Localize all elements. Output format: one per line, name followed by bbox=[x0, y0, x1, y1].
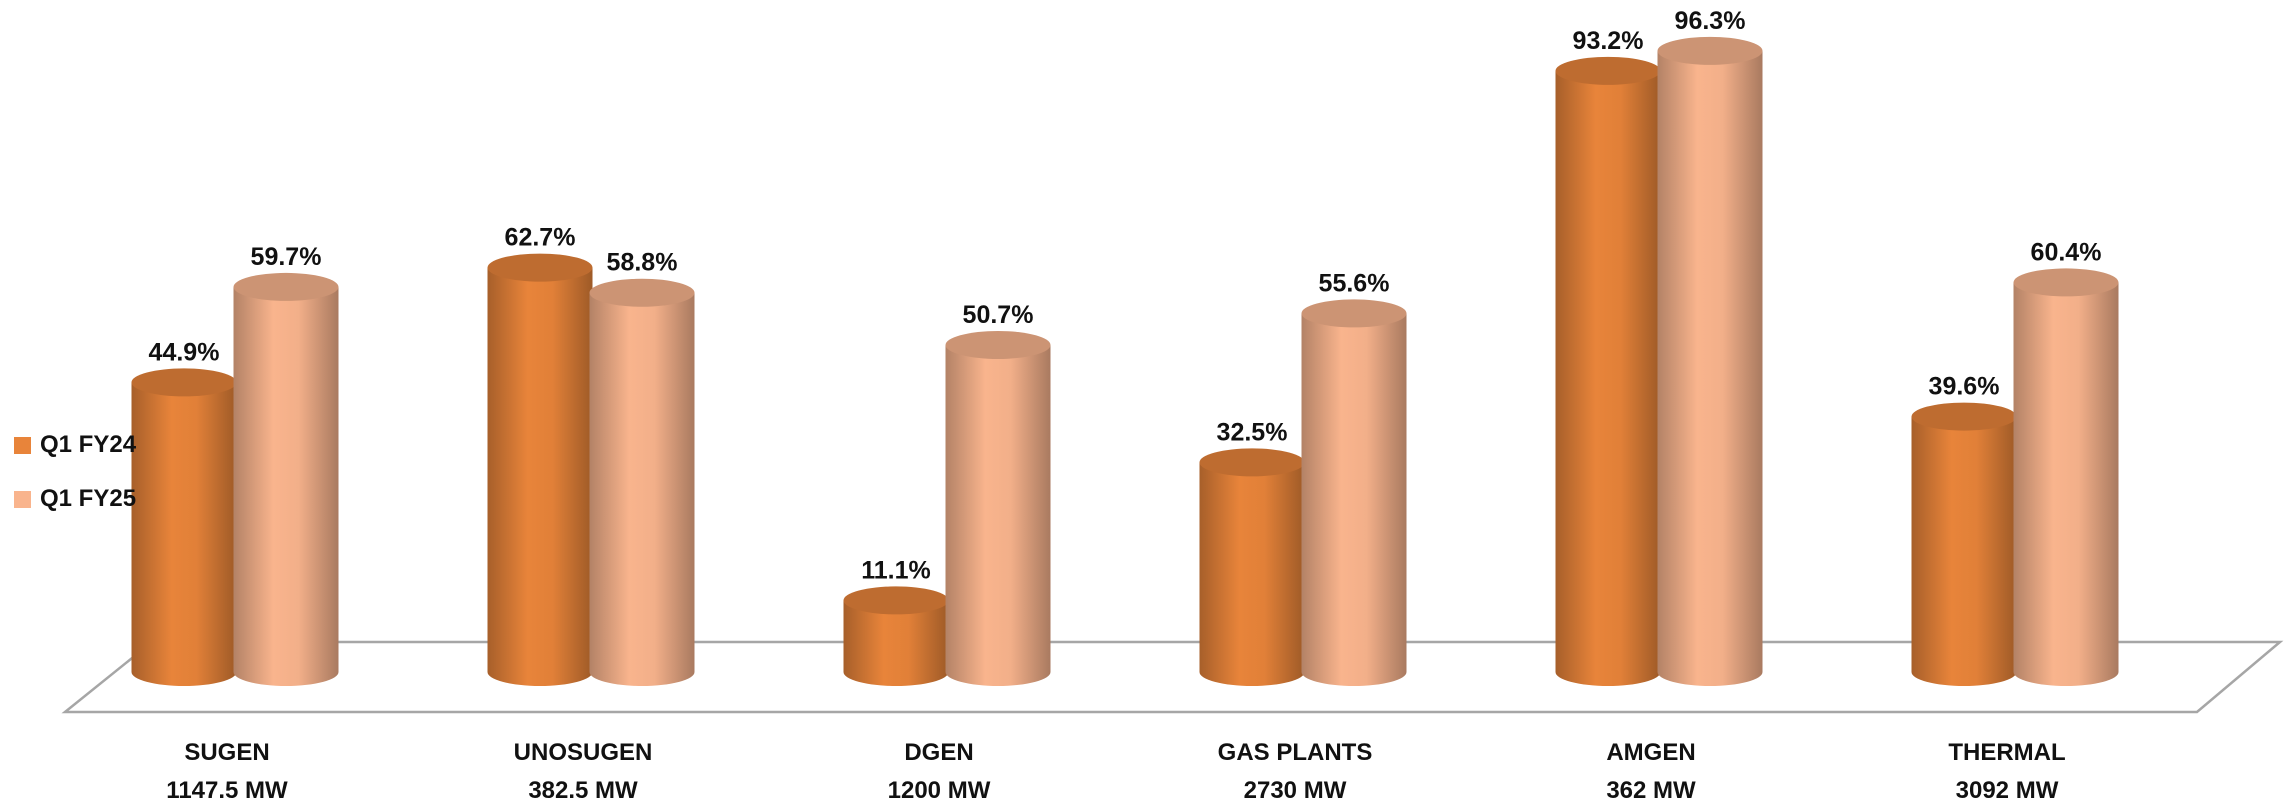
bar-q1-fy25-gas-plants bbox=[1301, 299, 1407, 687]
data-label-q1-fy24-sugen: 44.9% bbox=[149, 338, 220, 366]
data-label-q1-fy25-dgen: 50.7% bbox=[963, 301, 1034, 329]
category-capacity-gas-plants: 2730 MW bbox=[1244, 777, 1347, 804]
bar-q1-fy24-thermal bbox=[1911, 402, 2017, 687]
legend-item-q1-fy24: Q1 FY24 bbox=[14, 418, 136, 472]
legend-label-q1-fy24: Q1 FY24 bbox=[40, 431, 137, 458]
data-label-q1-fy25-unosugen: 58.8% bbox=[607, 249, 678, 277]
category-label-thermal: THERMAL bbox=[1948, 739, 2065, 766]
data-label-q1-fy25-sugen: 59.7% bbox=[251, 243, 322, 271]
data-label-q1-fy24-amgen: 93.2% bbox=[1573, 27, 1644, 55]
category-label-sugen: SUGEN bbox=[184, 739, 269, 766]
data-label-q1-fy25-amgen: 96.3% bbox=[1675, 7, 1746, 35]
bar-q1-fy24-sugen bbox=[131, 368, 237, 687]
category-label-unosugen: UNOSUGEN bbox=[514, 739, 653, 766]
bar-q1-fy25-amgen bbox=[1657, 36, 1763, 687]
legend-swatch-q1-fy25 bbox=[14, 490, 31, 508]
data-label-q1-fy25-gas-plants: 55.6% bbox=[1319, 269, 1390, 297]
category-label-dgen: DGEN bbox=[904, 739, 973, 766]
category-capacity-sugen: 1147.5 MW bbox=[166, 777, 288, 804]
legend-swatch-q1-fy24 bbox=[14, 436, 31, 454]
bar-q1-fy25-sugen bbox=[233, 272, 339, 687]
bars-layer bbox=[131, 36, 2119, 687]
labels-layer: 44.9% 59.7% SUGEN 1147.5 MW 62.7% 58.8% UNOSUG… bbox=[149, 7, 2102, 804]
legend: Q1 FY24 Q1 FY25 bbox=[14, 418, 136, 526]
category-capacity-amgen: 362 MW bbox=[1606, 777, 1696, 804]
category-capacity-dgen: 1200 MW bbox=[888, 777, 991, 804]
bar-q1-fy25-unosugen bbox=[589, 278, 695, 687]
data-label-q1-fy25-thermal: 60.4% bbox=[2031, 238, 2102, 266]
bar-q1-fy24-gas-plants bbox=[1199, 448, 1305, 687]
data-label-q1-fy24-dgen: 11.1% bbox=[861, 556, 931, 584]
bar-q1-fy24-dgen bbox=[843, 586, 949, 687]
data-label-q1-fy24-unosugen: 62.7% bbox=[505, 224, 576, 252]
data-label-q1-fy24-thermal: 39.6% bbox=[1929, 373, 2000, 401]
category-label-gas-plants: GAS PLANTS bbox=[1218, 739, 1373, 766]
bar-q1-fy25-dgen bbox=[945, 330, 1051, 687]
category-capacity-unosugen: 382.5 MW bbox=[528, 777, 638, 804]
bar-q1-fy25-thermal bbox=[2013, 268, 2119, 687]
bar-q1-fy24-unosugen bbox=[487, 253, 593, 687]
category-capacity-thermal: 3092 MW bbox=[1956, 777, 2059, 804]
legend-item-q1-fy25: Q1 FY25 bbox=[14, 472, 136, 526]
legend-label-q1-fy25: Q1 FY25 bbox=[40, 485, 137, 512]
bar-q1-fy24-amgen bbox=[1555, 56, 1661, 687]
category-label-amgen: AMGEN bbox=[1606, 739, 1695, 766]
data-label-q1-fy24-gas-plants: 32.5% bbox=[1217, 418, 1288, 446]
